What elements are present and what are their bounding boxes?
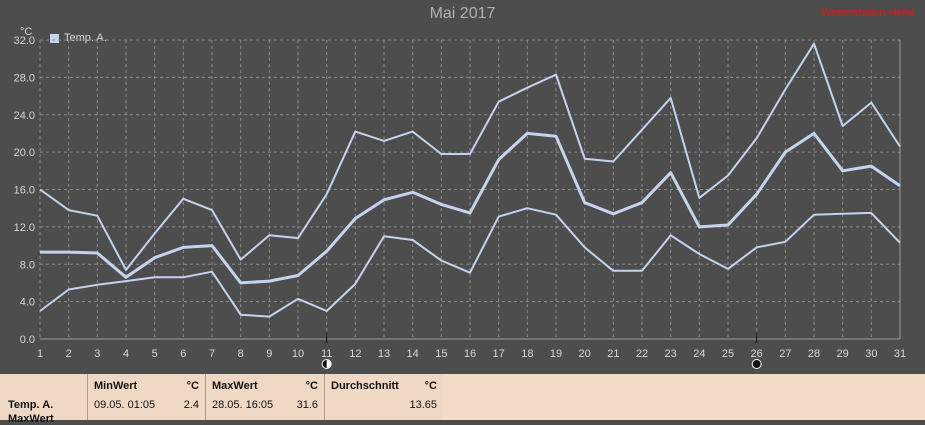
- x-tick-label: 12: [349, 348, 361, 360]
- max-datetime: 28.05. 16:05: [212, 399, 274, 411]
- first-quarter-moon-light: [326, 360, 331, 368]
- new-moon-icon: [751, 359, 762, 369]
- y-tick-label: 8.0: [20, 259, 35, 271]
- avg-unit: °C: [424, 380, 437, 392]
- max-unit: °C: [305, 380, 318, 392]
- stats-avg-cell: Durchschnitt °C 13.65: [324, 374, 443, 420]
- x-tick-label: 8: [238, 348, 244, 360]
- x-tick-label: 22: [636, 348, 648, 360]
- stats-panel: Temp. A. MaxWert MinWert °C 09.05. 01:05…: [0, 370, 925, 425]
- x-tick-label: 4: [123, 348, 129, 360]
- y-tick-label: 12.0: [14, 222, 35, 234]
- stats-series-label-2: MaxWert: [8, 413, 54, 425]
- series-line-max: [39, 42, 901, 271]
- x-tick-label: 16: [464, 348, 476, 360]
- x-tick-label: 29: [837, 348, 849, 360]
- min-value: 2.4: [183, 399, 199, 411]
- x-tick-label: 14: [407, 348, 419, 360]
- min-unit: °C: [186, 380, 199, 392]
- x-tick-label: 2: [66, 348, 72, 360]
- temperature-line-chart: 0.04.08.012.016.020.024.028.032.01 2 3 4 5 6 7…: [14, 35, 906, 369]
- legend-label: Temp. A.: [64, 32, 107, 44]
- legend-swatch: [50, 33, 59, 43]
- x-tick-label: 9: [266, 348, 272, 360]
- stats-max-cell: MaxWert °C 28.05. 16:05 31.6: [205, 374, 324, 420]
- series-line-min: [39, 207, 901, 318]
- stats-series-label: Temp. A.: [8, 399, 54, 411]
- x-tick-label: 18: [521, 348, 533, 360]
- stats-box: Temp. A. MaxWert MinWert °C 09.05. 01:05…: [0, 374, 444, 425]
- x-tick-label: 23: [665, 348, 677, 360]
- chart-title: Mai 2017: [429, 5, 496, 22]
- x-tick-label: 11: [321, 348, 332, 360]
- y-tick-label: 20.0: [14, 147, 35, 159]
- x-tick-label: 27: [779, 348, 791, 360]
- x-tick-label: 26: [751, 348, 763, 360]
- x-tick-label: 28: [808, 348, 820, 360]
- stats-series-cell: Temp. A. MaxWert: [0, 374, 87, 425]
- y-tick-label: 16.0: [14, 185, 35, 197]
- station-label: Wetterstation Hehe: [821, 7, 915, 19]
- min-datetime: 09.05. 01:05: [94, 399, 156, 411]
- x-tick-label: 7: [209, 348, 215, 360]
- x-tick-label: 6: [180, 348, 186, 360]
- x-tick-label: 15: [435, 348, 447, 360]
- x-tick-label: 3: [94, 348, 100, 360]
- series-line-mean: [40, 131, 901, 285]
- legend: Temp. A.: [50, 32, 107, 44]
- avg-header: Durchschnitt: [331, 380, 399, 392]
- x-tick-label: 20: [579, 348, 591, 360]
- y-unit-label: °C: [20, 26, 33, 38]
- x-tick-label: 17: [493, 348, 505, 360]
- x-tick-label: 1: [37, 348, 43, 360]
- max-value: 31.6: [296, 399, 318, 411]
- x-tick-label: 21: [607, 348, 619, 360]
- y-tick-label: 4.0: [20, 297, 35, 309]
- y-tick-label: 28.0: [14, 72, 35, 84]
- max-header: MaxWert: [212, 380, 258, 392]
- y-tick-label: 32.0: [14, 35, 35, 47]
- min-header: MinWert: [94, 380, 138, 392]
- stats-empty-strip: [443, 374, 925, 420]
- avg-value: 13.65: [409, 399, 437, 411]
- x-tick-label: 10: [292, 348, 304, 360]
- x-tick-label: 30: [865, 348, 877, 360]
- y-tick-label: 24.0: [14, 110, 35, 122]
- chart-area: Mai 2017 Wetterstation Hehe °C Temp. A. …: [13, 5, 915, 369]
- x-tick-label: 19: [550, 348, 562, 360]
- x-tick-label: 24: [693, 348, 705, 360]
- x-tick-label: 25: [722, 348, 734, 360]
- y-tick-label: 0.0: [20, 334, 35, 346]
- x-tick-label: 5: [152, 348, 158, 360]
- x-tick-label: 13: [378, 348, 390, 360]
- x-tick-label: 31: [894, 348, 906, 360]
- stats-min-cell: MinWert °C 09.05. 01:05 2.4: [87, 374, 205, 420]
